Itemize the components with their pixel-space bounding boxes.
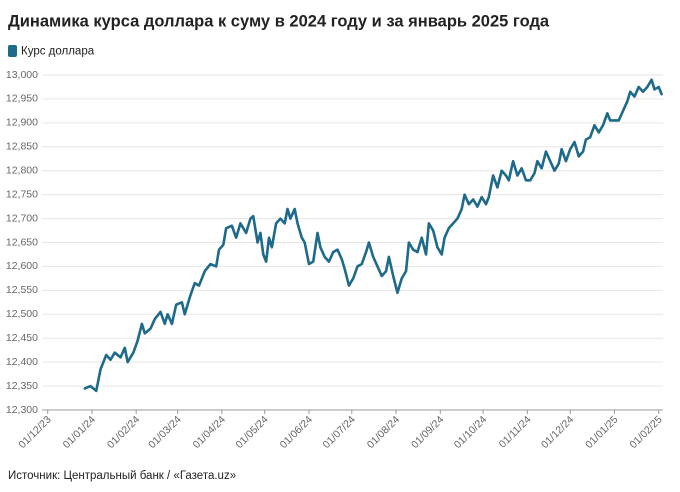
x-tick-label: 01/01/24 xyxy=(61,413,98,450)
y-tick-label: 12,300 xyxy=(6,404,38,416)
y-tick-label: 12,500 xyxy=(6,308,38,320)
y-tick-label: 12,900 xyxy=(6,117,38,129)
y-tick-label: 12,750 xyxy=(6,188,38,200)
x-tick-label: 01/06/24 xyxy=(278,413,315,450)
x-tick-label: 01/02/25 xyxy=(627,413,664,450)
line-series xyxy=(83,78,663,393)
x-tick-label: 01/11/24 xyxy=(497,413,534,450)
x-tick-label: 01/05/24 xyxy=(233,413,270,450)
y-tick-label: 12,650 xyxy=(6,236,38,248)
x-tick-label: 01/01/25 xyxy=(583,413,620,450)
x-tick-label: 01/04/24 xyxy=(191,413,228,450)
x-tick-label: 01/09/24 xyxy=(409,413,446,450)
y-tick-label: 12,950 xyxy=(6,93,38,105)
x-tick-label: 01/12/24 xyxy=(539,413,576,450)
y-tick-label: 12,400 xyxy=(6,356,38,368)
y-tick-label: 12,700 xyxy=(6,212,38,224)
y-tick-label: 12,800 xyxy=(6,164,38,176)
x-tick-label: 01/03/24 xyxy=(146,413,183,450)
y-tick-label: 12,850 xyxy=(6,141,38,153)
x-tick-label: 01/02/24 xyxy=(105,413,142,450)
x-tick-label: 01/10/24 xyxy=(452,413,489,450)
x-tick-label: 01/12/23 xyxy=(16,413,53,450)
source: Источник: Центральный банк / «Газета.uz» xyxy=(8,470,236,482)
y-tick-label: 13,000 xyxy=(6,69,38,81)
x-tick-label: 01/07/24 xyxy=(320,413,357,450)
x-tick-label: 01/08/24 xyxy=(365,413,402,450)
legend-label: Курс доллара xyxy=(21,46,95,58)
y-tick-label: 12,600 xyxy=(6,260,38,272)
y-tick-label: 12,450 xyxy=(6,332,38,344)
chart-title: Динамика курса доллара к суму в 2024 год… xyxy=(8,12,550,30)
y-tick-label: 12,350 xyxy=(6,380,38,392)
legend-swatch xyxy=(8,45,17,57)
y-tick-label: 12,550 xyxy=(6,284,38,296)
